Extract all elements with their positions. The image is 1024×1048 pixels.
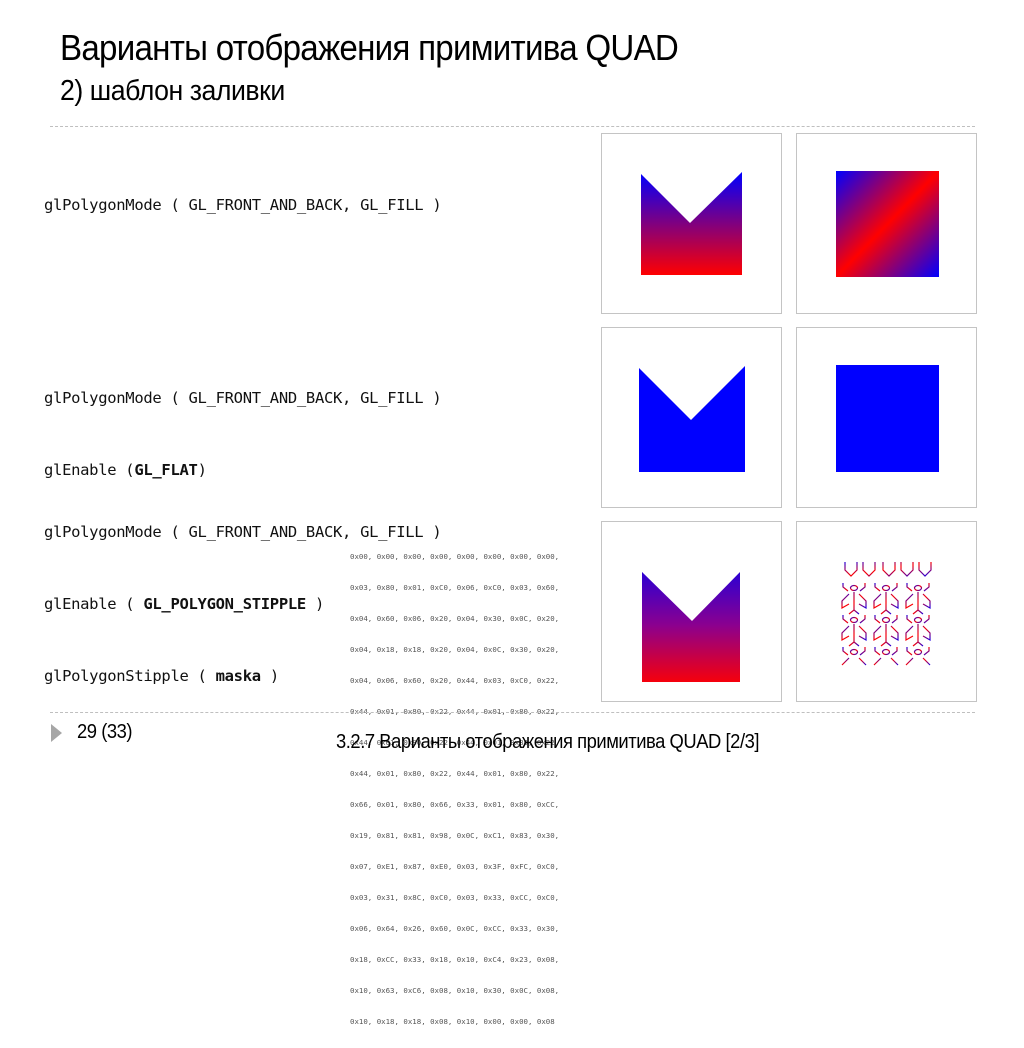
code-line: glPolygonStipple ( maska ) <box>44 667 279 685</box>
code-line: glPolygonMode ( GL_FRONT_AND_BACK, GL_FI… <box>44 389 442 407</box>
square-stippled-flies-image <box>796 521 977 702</box>
hex-row: 0x04, 0x60, 0x06, 0x20, 0x04, 0x30, 0x0C… <box>350 613 560 623</box>
stipple-mask-hex-table: 0x00, 0x00, 0x00, 0x00, 0x00, 0x00, 0x00… <box>350 531 559 1048</box>
hex-row: 0x07, 0xE1, 0x87, 0xE0, 0x03, 0x3F, 0xFC… <box>350 862 560 871</box>
hex-row: 0x04, 0x18, 0x18, 0x20, 0x04, 0x0C, 0x30… <box>350 644 560 654</box>
hex-row: 0x66, 0x01, 0x80, 0x66, 0x33, 0x01, 0x80… <box>350 799 560 809</box>
hex-row: 0x10, 0x18, 0x18, 0x08, 0x10, 0x00, 0x00… <box>350 1017 555 1027</box>
hex-row: 0x04, 0x06, 0x60, 0x20, 0x44, 0x03, 0xC0… <box>350 675 560 685</box>
hex-row: 0x44, 0x01, 0x80, 0x22, 0x44, 0x01, 0x80… <box>350 737 560 747</box>
slide-subtitle: 2) шаблон заливки <box>60 75 285 107</box>
square-smooth-gradient-image <box>796 133 977 314</box>
hex-row: 0x06, 0x64, 0x26, 0x60, 0x0C, 0xCC, 0x33… <box>350 924 560 934</box>
hex-row: 0x44, 0x01, 0x80, 0x22, 0x44, 0x01, 0x80… <box>350 768 560 778</box>
footer-title: 3.2.7 Варианты отображения примитива QUA… <box>336 731 760 753</box>
hex-row: 0x44, 0x01, 0x80, 0x22, 0x44, 0x01, 0x80… <box>350 706 560 716</box>
slide: Варианты отображения примитива QUAD 2) ш… <box>44 27 977 1027</box>
top-divider <box>50 126 975 127</box>
code-block-stipple: glPolygonMode ( GL_FRONT_AND_BACK, GL_FI… <box>44 472 442 736</box>
page-number: 29 (33) <box>77 721 133 743</box>
square-flat-blue-image <box>796 327 977 508</box>
code-block-smooth: glPolygonMode ( GL_FRONT_AND_BACK, GL_FI… <box>44 145 442 265</box>
hex-row: 0x03, 0x80, 0x01, 0xC0, 0x06, 0xC0, 0x03… <box>350 582 560 592</box>
hex-row: 0x03, 0x31, 0x8C, 0xC0, 0x03, 0x33, 0xCC… <box>350 893 560 903</box>
code-line: glEnable (GL_FLAT) <box>44 461 207 479</box>
next-slide-arrow-icon[interactable] <box>51 724 62 742</box>
m-shape-stippled-flies-image <box>601 521 782 702</box>
hex-row: 0x19, 0x81, 0x81, 0x98, 0x0C, 0xC1, 0x83… <box>350 830 560 840</box>
m-shape-smooth-gradient-image <box>601 133 782 314</box>
code-line: glPolygonMode ( GL_FRONT_AND_BACK, GL_FI… <box>44 523 442 541</box>
code-line: glPolygonMode ( GL_FRONT_AND_BACK, GL_FI… <box>44 196 442 214</box>
hex-row: 0x10, 0x63, 0xC6, 0x08, 0x10, 0x30, 0x0C… <box>350 986 560 996</box>
code-block-flat: glPolygonMode ( GL_FRONT_AND_BACK, GL_FI… <box>44 338 442 530</box>
m-shape-flat-blue-image <box>601 327 782 508</box>
bottom-divider <box>50 712 975 713</box>
slide-title: Варианты отображения примитива QUAD <box>60 27 679 68</box>
code-line: glEnable ( GL_POLYGON_STIPPLE ) <box>44 595 325 613</box>
hex-row: 0x18, 0xCC, 0x33, 0x18, 0x10, 0xC4, 0x23… <box>350 955 560 965</box>
hex-row: 0x00, 0x00, 0x00, 0x00, 0x00, 0x00, 0x00… <box>350 551 560 561</box>
